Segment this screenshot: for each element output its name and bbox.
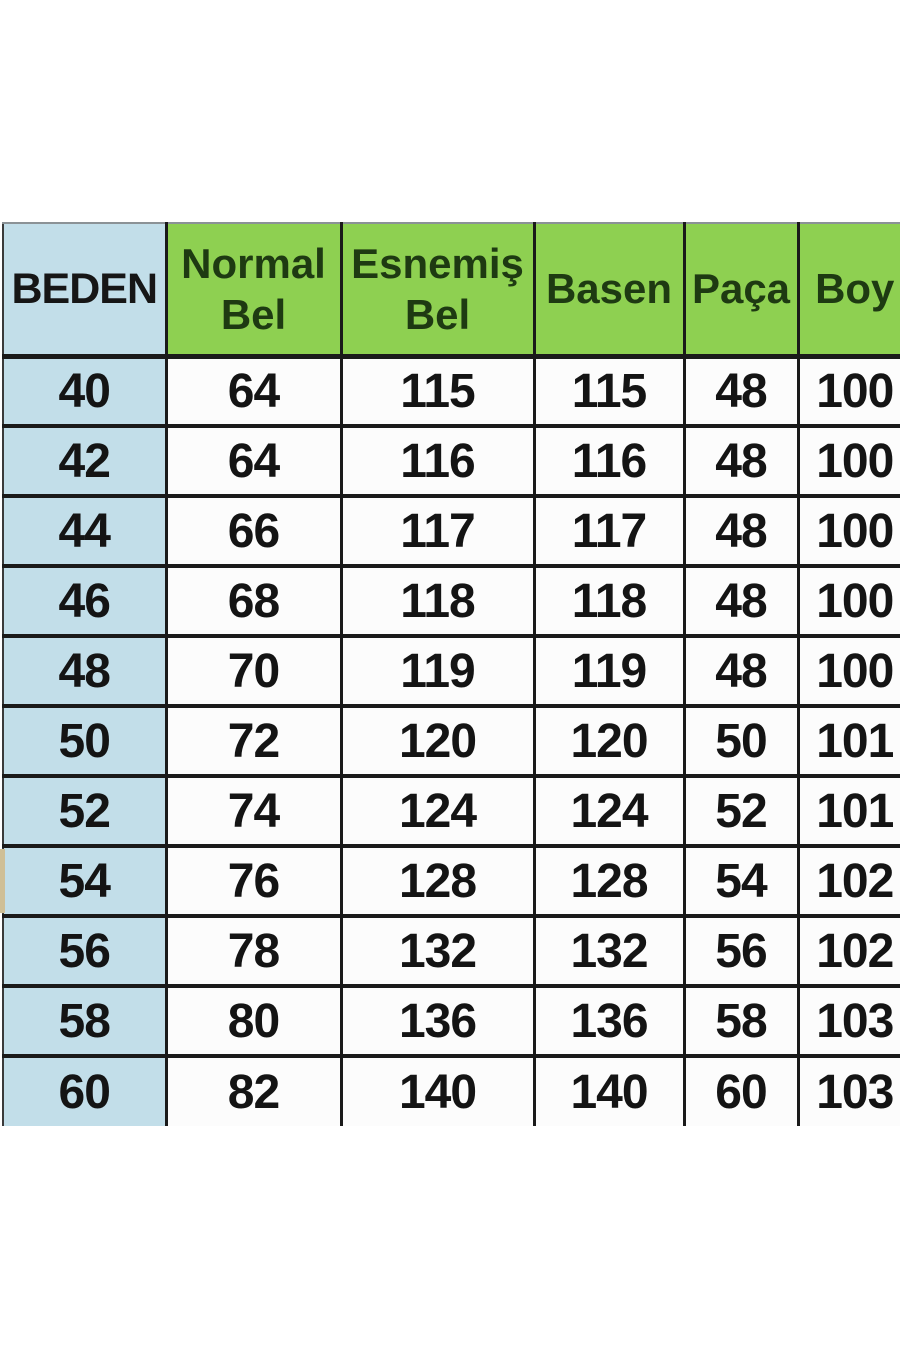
cell-boy: 100 [796, 564, 900, 638]
header-paca: Paça [682, 222, 800, 359]
cell-basen: 132 [532, 914, 686, 988]
table-row: 56 78 132 132 56 102 [2, 914, 900, 988]
cell-paca: 48 [682, 354, 800, 428]
header-normal-bel: Normal Bel [164, 222, 343, 359]
table-row: 46 68 118 118 48 100 [2, 564, 900, 638]
table-row: 44 66 117 117 48 100 [2, 494, 900, 568]
header-esnemis-bel: Esnemiş Bel [339, 222, 536, 359]
cell-esnemis-bel: 136 [339, 984, 536, 1058]
cell-beden: 48 [2, 634, 168, 708]
table-header: BEDEN Normal Bel Esnemiş Bel Basen Paça … [2, 222, 900, 359]
cell-boy: 103 [796, 984, 900, 1058]
cell-basen: 115 [532, 354, 686, 428]
cell-normal-bel: 70 [164, 634, 343, 708]
cell-paca: 48 [682, 494, 800, 568]
table-row: 40 64 115 115 48 100 [2, 354, 900, 428]
header-row: BEDEN Normal Bel Esnemiş Bel Basen Paça … [2, 222, 900, 359]
table-row: 60 82 140 140 60 103 [2, 1054, 900, 1126]
cell-normal-bel: 78 [164, 914, 343, 988]
table-row: 50 72 120 120 50 101 [2, 704, 900, 778]
cell-esnemis-bel: 132 [339, 914, 536, 988]
cell-basen: 124 [532, 774, 686, 848]
cell-normal-bel: 82 [164, 1054, 343, 1126]
cell-esnemis-bel: 118 [339, 564, 536, 638]
table-row: 42 64 116 116 48 100 [2, 424, 900, 498]
cell-beden: 56 [2, 914, 168, 988]
cell-normal-bel: 72 [164, 704, 343, 778]
cell-beden: 52 [2, 774, 168, 848]
cell-normal-bel: 64 [164, 424, 343, 498]
cell-normal-bel: 64 [164, 354, 343, 428]
cell-boy: 100 [796, 634, 900, 708]
cell-paca: 60 [682, 1054, 800, 1126]
cell-boy: 101 [796, 774, 900, 848]
cell-esnemis-bel: 124 [339, 774, 536, 848]
cell-esnemis-bel: 128 [339, 844, 536, 918]
cell-esnemis-bel: 140 [339, 1054, 536, 1126]
cell-basen: 140 [532, 1054, 686, 1126]
cell-normal-bel: 68 [164, 564, 343, 638]
cell-basen: 128 [532, 844, 686, 918]
cell-paca: 54 [682, 844, 800, 918]
cell-beden: 58 [2, 984, 168, 1058]
cell-paca: 48 [682, 564, 800, 638]
cell-normal-bel: 66 [164, 494, 343, 568]
cell-basen: 120 [532, 704, 686, 778]
cell-basen: 118 [532, 564, 686, 638]
cell-beden: 46 [2, 564, 168, 638]
cell-paca: 58 [682, 984, 800, 1058]
cell-boy: 102 [796, 844, 900, 918]
cell-boy: 101 [796, 704, 900, 778]
header-beden: BEDEN [2, 222, 168, 359]
cell-basen: 119 [532, 634, 686, 708]
table-body: 40 64 115 115 48 100 42 64 116 116 48 10… [2, 354, 900, 1126]
cell-boy: 100 [796, 494, 900, 568]
cell-esnemis-bel: 119 [339, 634, 536, 708]
cell-esnemis-bel: 117 [339, 494, 536, 568]
table-row: 58 80 136 136 58 103 [2, 984, 900, 1058]
cell-basen: 116 [532, 424, 686, 498]
cell-esnemis-bel: 116 [339, 424, 536, 498]
header-basen: Basen [532, 222, 686, 359]
cell-normal-bel: 76 [164, 844, 343, 918]
table-row: 54 76 128 128 54 102 [2, 844, 900, 918]
cell-beden: 60 [2, 1054, 168, 1126]
table-row: 52 74 124 124 52 101 [2, 774, 900, 848]
cell-boy: 100 [796, 354, 900, 428]
cell-boy: 102 [796, 914, 900, 988]
table-row: 48 70 119 119 48 100 [2, 634, 900, 708]
cell-normal-bel: 74 [164, 774, 343, 848]
cell-paca: 48 [682, 424, 800, 498]
cell-basen: 136 [532, 984, 686, 1058]
cell-paca: 48 [682, 634, 800, 708]
size-chart-table: BEDEN Normal Bel Esnemiş Bel Basen Paça … [2, 222, 900, 1126]
header-boy: Boy [796, 222, 900, 359]
cell-paca: 52 [682, 774, 800, 848]
cell-boy: 103 [796, 1054, 900, 1126]
cell-esnemis-bel: 115 [339, 354, 536, 428]
cell-boy: 100 [796, 424, 900, 498]
cell-esnemis-bel: 120 [339, 704, 536, 778]
cell-beden: 44 [2, 494, 168, 568]
cell-paca: 50 [682, 704, 800, 778]
cell-beden: 54 [2, 844, 168, 918]
cell-beden: 50 [2, 704, 168, 778]
cell-basen: 117 [532, 494, 686, 568]
cell-normal-bel: 80 [164, 984, 343, 1058]
cell-beden: 42 [2, 424, 168, 498]
edge-artifact [0, 849, 5, 913]
cell-paca: 56 [682, 914, 800, 988]
cell-beden: 40 [2, 354, 168, 428]
